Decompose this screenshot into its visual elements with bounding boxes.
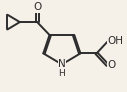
Text: OH: OH — [108, 36, 124, 46]
Text: H: H — [59, 69, 65, 78]
Text: O: O — [33, 2, 41, 12]
Text: O: O — [108, 60, 116, 70]
Text: N: N — [58, 59, 66, 69]
